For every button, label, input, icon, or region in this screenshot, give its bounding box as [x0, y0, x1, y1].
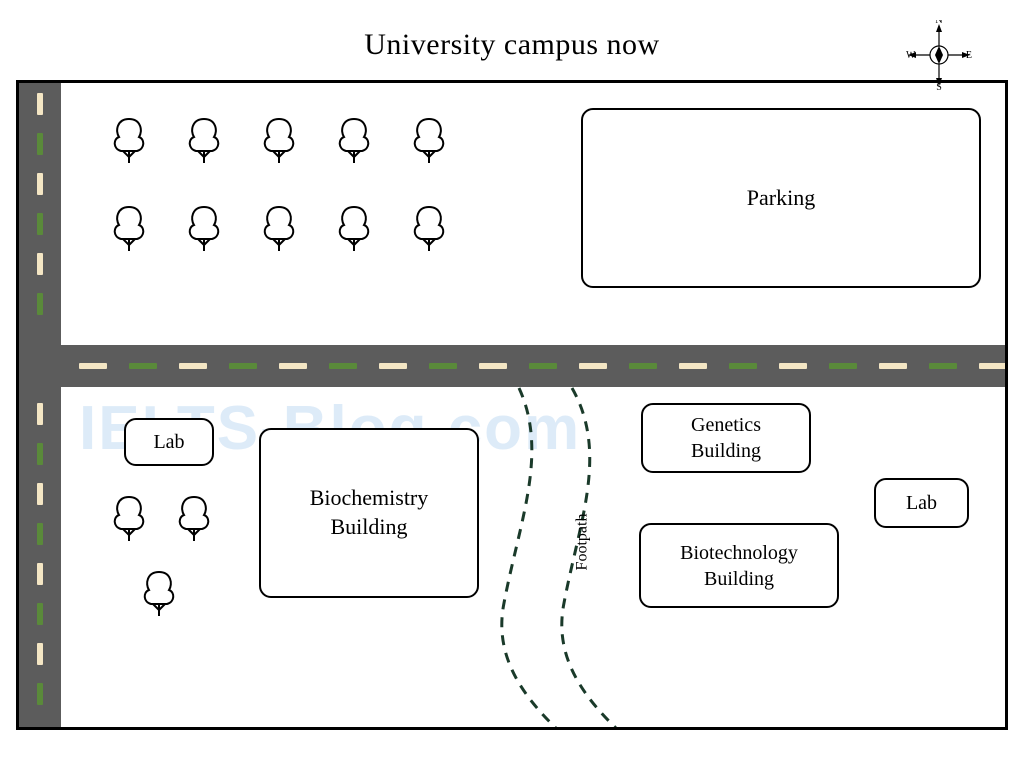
road-dash [629, 363, 657, 369]
road-dash [329, 363, 357, 369]
road-dash [37, 213, 43, 235]
tree-icon [109, 493, 149, 543]
tree-icon [139, 568, 179, 618]
road-dash [179, 363, 207, 369]
tree-icon [184, 115, 224, 165]
road-dash [129, 363, 157, 369]
road-dash [37, 403, 43, 425]
footpath [19, 83, 1005, 727]
road-dash [279, 363, 307, 369]
road-dash [929, 363, 957, 369]
road-dash [37, 173, 43, 195]
road-dash [229, 363, 257, 369]
road-dash [37, 563, 43, 585]
tree-icon [334, 115, 374, 165]
road-dash [37, 603, 43, 625]
road-dash [879, 363, 907, 369]
road-dash [37, 683, 43, 705]
compass-w: W [906, 50, 916, 61]
road-dash [37, 93, 43, 115]
tree-icon [109, 115, 149, 165]
road-dash [379, 363, 407, 369]
road-dash [79, 363, 107, 369]
road-dash [37, 443, 43, 465]
road-dash [37, 483, 43, 505]
road-dash [37, 293, 43, 315]
road-dash [37, 643, 43, 665]
road-dash [829, 363, 857, 369]
compass-n: N [935, 20, 942, 26]
tree-icon [259, 115, 299, 165]
tree-icon [334, 203, 374, 253]
tree-icon [174, 493, 214, 543]
tree-icon [259, 203, 299, 253]
footpath-label: Footpath [573, 514, 591, 571]
road-dash [979, 363, 1007, 369]
road-dash [37, 133, 43, 155]
tree-icon [184, 203, 224, 253]
tree-icon [409, 115, 449, 165]
compass-e: E [966, 50, 972, 61]
road-dash [679, 363, 707, 369]
road-dash [37, 523, 43, 545]
road-dash [429, 363, 457, 369]
tree-icon [109, 203, 149, 253]
road-dash [37, 253, 43, 275]
page-title: University campus now [0, 28, 1024, 62]
road-dash [479, 363, 507, 369]
road-dash [529, 363, 557, 369]
road-dash [729, 363, 757, 369]
road-dash [779, 363, 807, 369]
map-frame: IELTS-Blog.com Parking Lab BiochemistryB… [16, 80, 1008, 730]
road-dash [579, 363, 607, 369]
tree-icon [409, 203, 449, 253]
